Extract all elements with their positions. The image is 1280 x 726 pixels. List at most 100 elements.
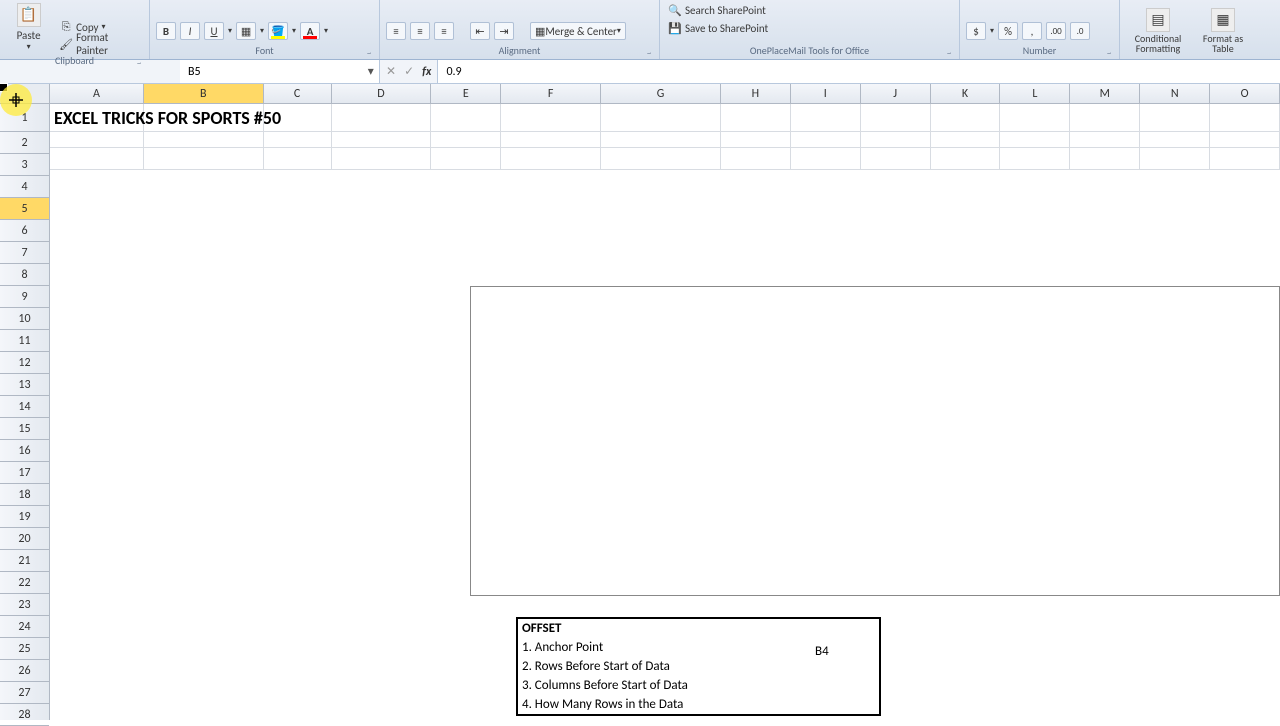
format-painter-button[interactable]: 🖌 Format Painter <box>57 36 143 52</box>
name-box[interactable]: ▾ <box>180 60 380 83</box>
cell[interactable] <box>931 148 1001 170</box>
conditional-formatting-button[interactable]: ▤ Conditional Formatting <box>1126 2 1190 59</box>
cell[interactable] <box>1210 126 1280 148</box>
cell[interactable] <box>50 148 144 170</box>
column-header[interactable]: G <box>601 84 721 103</box>
row-header[interactable]: 10 <box>0 308 49 330</box>
row-header[interactable]: 2 <box>0 132 49 154</box>
decrease-decimal-button[interactable]: .0 <box>1070 22 1090 40</box>
italic-button[interactable]: I <box>180 22 200 40</box>
row-header[interactable]: 12 <box>0 352 49 374</box>
name-box-input[interactable] <box>180 60 363 83</box>
column-header[interactable]: E <box>431 84 501 103</box>
align-left-button[interactable]: ≡ <box>386 22 406 40</box>
select-all-button[interactable] <box>0 84 50 104</box>
cell[interactable] <box>791 148 861 170</box>
cell[interactable] <box>431 148 501 170</box>
row-header[interactable]: 13 <box>0 374 49 396</box>
percent-button[interactable]: % <box>998 22 1018 40</box>
cell[interactable] <box>601 126 721 148</box>
row-header[interactable]: 11 <box>0 330 49 352</box>
indent-increase-button[interactable]: ⇥ <box>494 22 514 40</box>
align-right-button[interactable]: ≡ <box>434 22 454 40</box>
cell[interactable] <box>1000 126 1070 148</box>
cell[interactable] <box>931 126 1001 148</box>
row-header[interactable]: 1 <box>0 104 49 132</box>
column-header[interactable]: M <box>1070 84 1140 103</box>
row-header[interactable]: 24 <box>0 616 49 638</box>
row-header[interactable]: 7 <box>0 242 49 264</box>
row-header[interactable]: 17 <box>0 462 49 484</box>
fx-icon[interactable]: fx <box>422 65 431 79</box>
font-color-button[interactable]: A <box>300 22 320 40</box>
row-header[interactable]: 21 <box>0 550 49 572</box>
row-header[interactable]: 5 <box>0 198 49 220</box>
column-header[interactable]: K <box>931 84 1001 103</box>
merge-button[interactable]: ▦ Merge & Center ▾ <box>530 22 626 40</box>
border-button[interactable]: ▦ <box>236 22 256 40</box>
name-box-dropdown-icon[interactable]: ▾ <box>363 64 379 79</box>
cell[interactable] <box>144 126 264 148</box>
row-header[interactable]: 22 <box>0 572 49 594</box>
cell[interactable] <box>501 126 601 148</box>
cell[interactable] <box>721 148 791 170</box>
column-header[interactable]: O <box>1210 84 1280 103</box>
cut-button[interactable] <box>57 2 143 18</box>
paste-button[interactable]: 📋 Paste ▾ <box>6 2 51 52</box>
wellness-chart[interactable] <box>470 286 1280 596</box>
currency-button[interactable]: $ <box>966 22 986 40</box>
cell[interactable] <box>721 126 791 148</box>
cell[interactable] <box>332 148 432 170</box>
fill-color-button[interactable]: 🪣 <box>268 22 288 40</box>
accept-formula-icon[interactable]: ✓ <box>404 64 414 79</box>
column-header[interactable]: N <box>1140 84 1210 103</box>
cell[interactable] <box>1070 126 1140 148</box>
search-sharepoint-button[interactable]: 🔍 Search SharePoint <box>666 2 953 18</box>
row-header[interactable]: 14 <box>0 396 49 418</box>
cell[interactable] <box>332 126 432 148</box>
row-header[interactable]: 9 <box>0 286 49 308</box>
column-header[interactable]: H <box>721 84 791 103</box>
cell[interactable] <box>861 126 931 148</box>
column-header[interactable]: F <box>501 84 601 103</box>
column-header[interactable]: D <box>332 84 432 103</box>
row-header[interactable]: 8 <box>0 264 49 286</box>
row-header[interactable]: 27 <box>0 682 49 704</box>
cell[interactable] <box>50 126 144 148</box>
cell[interactable] <box>1000 148 1070 170</box>
formula-input[interactable]: 0.9 <box>437 60 1280 83</box>
row-header[interactable]: 19 <box>0 506 49 528</box>
column-header[interactable]: A <box>50 84 144 103</box>
row-header[interactable]: 15 <box>0 418 49 440</box>
cell[interactable] <box>264 126 332 148</box>
format-as-table-button[interactable]: ▦ Format as Table <box>1196 2 1250 59</box>
row-header[interactable]: 3 <box>0 154 49 176</box>
cell[interactable] <box>264 148 332 170</box>
column-header[interactable]: I <box>791 84 861 103</box>
row-header[interactable]: 6 <box>0 220 49 242</box>
column-header[interactable]: J <box>861 84 931 103</box>
cell[interactable] <box>501 148 601 170</box>
row-header[interactable]: 28 <box>0 704 49 726</box>
cell[interactable] <box>1210 148 1280 170</box>
cancel-formula-icon[interactable]: ✕ <box>386 64 396 79</box>
row-header[interactable]: 25 <box>0 638 49 660</box>
column-header[interactable]: L <box>1000 84 1070 103</box>
cell[interactable] <box>431 126 501 148</box>
increase-decimal-button[interactable]: .00 <box>1046 22 1066 40</box>
cell[interactable] <box>1140 148 1210 170</box>
cell[interactable] <box>861 148 931 170</box>
underline-button[interactable]: U <box>204 22 224 40</box>
column-header[interactable]: B <box>144 84 264 103</box>
indent-decrease-button[interactable]: ⇤ <box>470 22 490 40</box>
cell[interactable] <box>144 148 264 170</box>
row-header[interactable]: 20 <box>0 528 49 550</box>
cell[interactable] <box>791 126 861 148</box>
row-header[interactable]: 23 <box>0 594 49 616</box>
row-header[interactable]: 26 <box>0 660 49 682</box>
row-header[interactable]: 18 <box>0 484 49 506</box>
column-header[interactable]: C <box>264 84 332 103</box>
cell[interactable] <box>1070 148 1140 170</box>
comma-button[interactable]: , <box>1022 22 1042 40</box>
bold-button[interactable]: B <box>156 22 176 40</box>
